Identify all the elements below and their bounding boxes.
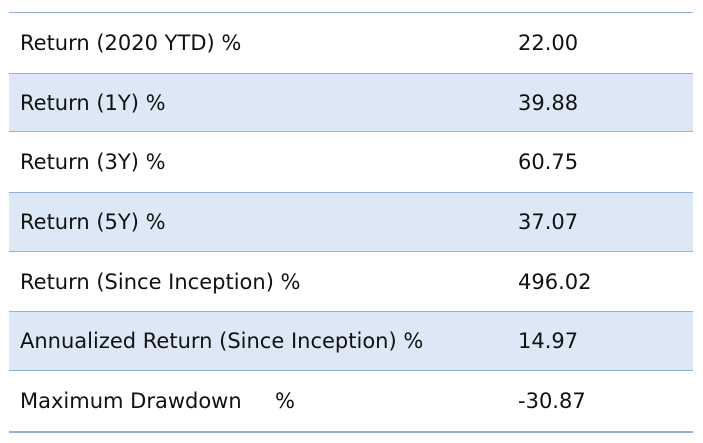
row-label: Return (Since Inception) % — [20, 269, 301, 294]
row-label: Maximum Drawdown % — [20, 388, 295, 413]
row-label: Annualized Return (Since Inception) % — [20, 329, 424, 354]
row-value: 39.88 — [518, 90, 579, 115]
row-label: Return (2020 YTD) % — [20, 30, 242, 55]
table-row-return-since-inception: Return (Since Inception) % 496.02 — [9, 252, 693, 312]
row-value: 496.02 — [518, 269, 592, 294]
table-row-return-5y: Return (5Y) % 37.07 — [9, 192, 693, 252]
row-label: Return (5Y) % — [20, 209, 166, 234]
row-value: 60.75 — [518, 150, 579, 175]
table-row-return-2020-ytd: Return (2020 YTD) % 22.00 — [9, 13, 693, 73]
table-row-annualized-return: Annualized Return (Since Inception) % 14… — [9, 311, 693, 372]
row-label: Return (3Y) % — [20, 150, 166, 175]
table-row-return-3y: Return (3Y) % 60.75 — [9, 132, 693, 192]
row-label: Return (1Y) % — [20, 90, 166, 115]
row-value: 14.97 — [518, 329, 579, 354]
returns-table: Return (2020 YTD) % 22.00 Return (1Y) % … — [9, 12, 693, 433]
row-value: -30.87 — [518, 388, 586, 413]
row-value: 37.07 — [518, 209, 579, 234]
row-value: 22.00 — [518, 30, 579, 55]
table-row-maximum-drawdown: Maximum Drawdown % -30.87 — [9, 371, 693, 431]
table-row-return-1y: Return (1Y) % 39.88 — [9, 72, 693, 133]
